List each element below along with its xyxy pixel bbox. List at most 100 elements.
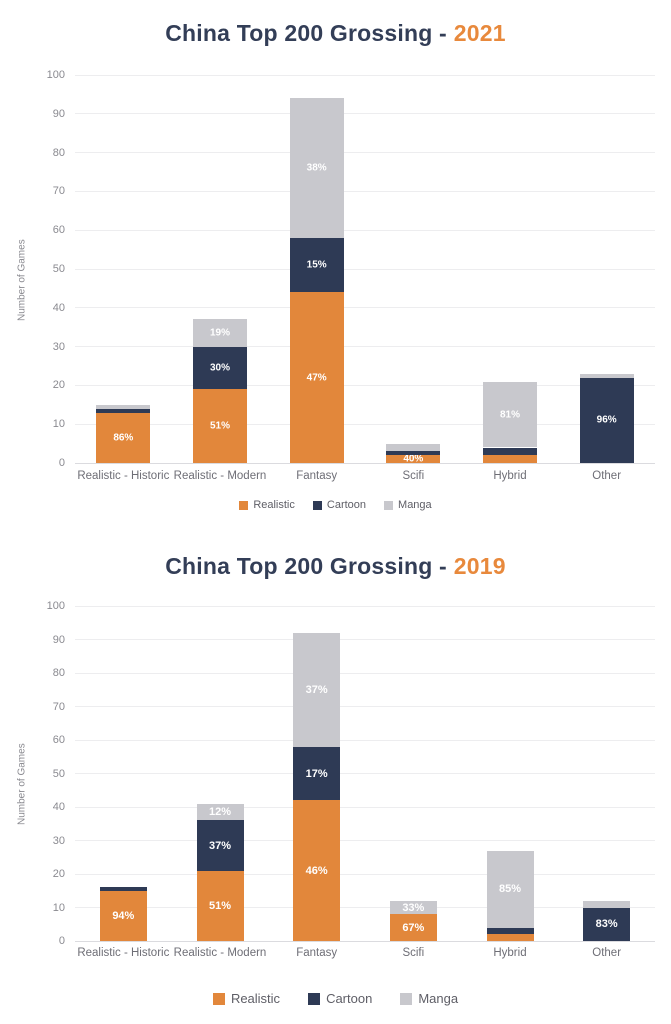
x-tick-label: Other — [592, 947, 622, 959]
x-tick-label: Realistic - Modern — [173, 470, 267, 482]
y-tick-label: 60 — [52, 734, 65, 746]
segment-label: 46% — [305, 864, 328, 877]
legend-item-realistic: Realistic — [239, 499, 295, 511]
grid-line — [75, 907, 655, 908]
y-axis-title: Number of Games — [16, 743, 28, 826]
legend-label: Realistic — [253, 499, 295, 511]
bar-segment-realistic: 94% — [99, 890, 147, 941]
grid-line — [75, 268, 655, 270]
segment-label: 37% — [305, 683, 328, 696]
bar-segment-cartoon — [99, 887, 147, 891]
bar-segment-manga: 85% — [486, 850, 534, 928]
bar-segment-realistic: 47% — [289, 292, 344, 463]
y-tick-label: 100 — [46, 69, 65, 81]
x-tick-label: Hybrid — [493, 470, 527, 482]
y-tick-label: 40 — [52, 301, 65, 314]
y-tick-label: 60 — [52, 224, 65, 237]
bar-segment-manga: 33% — [389, 900, 437, 915]
x-axis: Realistic - Historic Realistic - Modern Fa… — [75, 947, 655, 963]
grid-line — [75, 74, 655, 76]
grid-line — [75, 423, 655, 425]
grid-line — [75, 940, 655, 942]
plot-area: 0 10 20 30 40 50 60 70 80 90 100 86% 51% 30% 19% 47% 15%… — [47, 69, 655, 469]
bar-segment-realistic — [483, 455, 537, 463]
bar-segment-manga: 12% — [196, 803, 244, 821]
legend-swatch-icon — [400, 992, 413, 1005]
legend-label: Cartoon — [326, 991, 373, 1006]
bar-segment-cartoon: 15% — [289, 237, 344, 293]
chart-title: China Top 200 Grossing -2021 — [0, 0, 671, 48]
x-tick-label: Realistic - Modern — [173, 947, 267, 959]
bar-segment-realistic: 40% — [386, 454, 441, 465]
segment-label: 17% — [305, 767, 328, 780]
grid-line — [75, 307, 655, 309]
segment-label: 86% — [113, 432, 134, 444]
bar-segment-manga: 37% — [293, 632, 341, 747]
bar-segment-manga: 81% — [483, 381, 537, 448]
segment-label: 85% — [498, 883, 522, 896]
bar-segment-cartoon — [483, 447, 537, 456]
segment-label: 81% — [499, 409, 520, 420]
legend: Realistic Cartoon Manga — [0, 499, 671, 511]
chart-title: China Top 200 Grossing -2019 — [0, 511, 671, 581]
legend: Realistic Cartoon Manga — [0, 991, 671, 1006]
x-tick-label: Hybrid — [493, 947, 527, 959]
bar-segment-manga — [579, 373, 634, 378]
grid-line — [75, 113, 655, 115]
grid-line — [75, 152, 655, 154]
bar-segment-realistic: 46% — [293, 800, 341, 941]
bar-segment-realistic: 67% — [389, 914, 437, 941]
segment-label: 67% — [402, 921, 425, 934]
y-tick-label: 20 — [52, 379, 65, 392]
segment-label: 94% — [112, 909, 135, 922]
legend-label: Cartoon — [326, 499, 367, 511]
legend-swatch-icon — [212, 992, 225, 1005]
x-tick-label: Realistic - Historic — [77, 947, 170, 959]
x-tick-label: Fantasy — [296, 947, 338, 959]
y-tick-label: 70 — [52, 700, 65, 713]
y-tick-label: 90 — [52, 633, 65, 646]
grid-line — [75, 873, 655, 875]
y-tick-label: 50 — [52, 263, 65, 275]
bar-segment-manga: 38% — [289, 98, 344, 238]
y-tick-label: 10 — [52, 901, 65, 914]
plot-wrap: Number of Games 0 10 20 30 40 50 60 70 80 90 100 94… — [17, 600, 655, 963]
segment-label: 47% — [306, 372, 327, 384]
y-tick-label: 70 — [52, 185, 65, 198]
y-tick-label: 50 — [52, 767, 65, 780]
legend-swatch-icon — [384, 500, 394, 510]
chart-title-prefix: China Top 200 Grossing - — [165, 20, 447, 46]
segment-label: 19% — [209, 327, 230, 339]
y-tick-label: 0 — [58, 935, 65, 947]
bar-segment-cartoon: 83% — [583, 907, 631, 941]
legend-label: Realistic — [230, 991, 281, 1006]
chart-2021: China Top 200 Grossing -2021 Number of G… — [0, 0, 671, 511]
legend-swatch-icon — [308, 992, 321, 1005]
legend-item-cartoon: Cartoon — [308, 991, 372, 1006]
segment-label: 83% — [595, 918, 618, 931]
y-tick-label: 0 — [58, 457, 65, 469]
segment-label: 15% — [306, 259, 327, 271]
chart-title-year: 2021 — [453, 20, 506, 46]
bar-segment-cartoon: 96% — [579, 377, 634, 463]
bar-segment-cartoon: 30% — [193, 346, 247, 390]
y-tick-label: 40 — [52, 801, 65, 813]
grid-line — [75, 806, 655, 808]
segment-label: 96% — [596, 414, 617, 426]
y-tick-label: 90 — [52, 107, 65, 120]
y-tick-label: 100 — [46, 600, 65, 612]
segment-label: 51% — [208, 899, 232, 912]
bar-segment-cartoon: 37% — [196, 820, 244, 871]
plot-wrap: Number of Games 0 10 20 30 40 50 60 70 80 90 100 86… — [17, 69, 655, 486]
grid-line — [75, 605, 655, 607]
x-axis: Realistic - Historic Realistic - Modern Fa… — [75, 470, 655, 486]
y-tick-label: 80 — [52, 146, 65, 159]
segment-label: 12% — [208, 806, 232, 819]
bar-segment-realistic: 51% — [196, 870, 244, 941]
grid-line — [75, 384, 655, 386]
legend-item-manga: Manga — [384, 499, 432, 511]
y-axis-title: Number of Games — [16, 239, 28, 322]
bar-segment-realistic — [486, 934, 534, 941]
legend-swatch-icon — [239, 500, 249, 510]
